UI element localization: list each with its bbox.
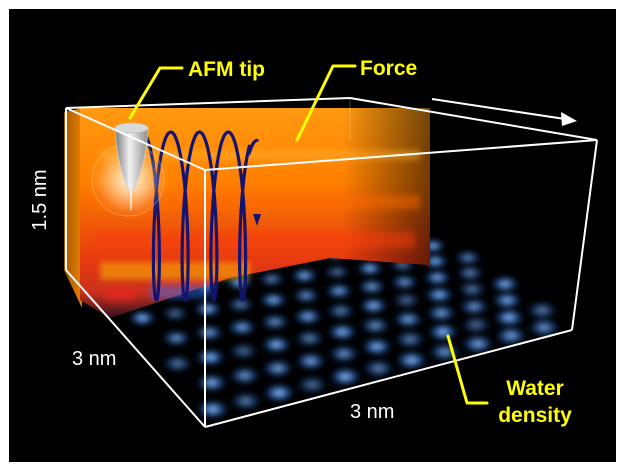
water-density-blob [526,300,559,320]
force-map-side-slab [64,108,82,308]
water-density-blob [325,302,356,320]
water-density-blob [195,373,228,393]
water-density-blob [494,325,528,346]
water-density-blob [290,267,319,284]
water-density-blob [194,348,227,367]
water-density-blob [391,291,422,309]
box-outline [65,97,598,428]
water-density-blob [461,334,495,354]
water-density-blob [425,304,457,322]
water-density-blob [393,329,427,349]
water-density-blob [454,250,482,266]
scan-direction-arrow-icon [431,98,577,126]
water-density-blob [324,282,354,300]
water-density-blob [160,305,190,322]
force-callout-line [295,64,357,142]
water-density-blob [294,351,327,371]
water-density-blob [460,315,493,335]
water-density-blob [323,264,351,280]
afm-tip-callout-line [128,66,184,120]
water-density-blob [261,358,294,378]
water-density-blob [390,274,419,291]
water-density-blob [194,324,225,342]
water-density-blob [491,291,523,310]
helix-scan-path-icon [140,130,259,302]
water-density-blob [458,297,490,316]
height-dimension-label: 1.5 nm [29,169,51,230]
figure-panel: AFM tip Force Water density 1.5 nm 3 nm … [9,9,616,462]
water-density-blob [422,269,452,286]
water-density-blob [161,329,192,347]
water-density-blob [127,309,157,327]
water-density-blob [424,286,455,304]
water-density-blob [326,323,358,341]
water-density-blob [358,297,389,315]
water-density-blob [292,308,323,325]
water-density-blob [355,260,384,276]
water-density-blob [493,308,526,327]
width-dimension-label: 3 nm [350,401,394,423]
water-density-blob [229,391,263,411]
water-density-blob [328,366,362,387]
afm-tip-label: AFM tip [188,58,265,81]
water-density-blob [357,278,387,295]
water-density-blob [257,271,286,287]
water-label-line1: Water [506,377,564,400]
water-density-blob [259,291,288,309]
water-density-blob [392,310,424,329]
water-density-blob [457,280,488,298]
water-density-blob [327,344,360,364]
water-density-blob [359,316,391,335]
water-density-blob [193,300,223,318]
water-density-blob [360,337,393,356]
water-density-blob [260,335,292,354]
helix-arrowhead-icon [253,214,261,226]
water-density-blob [196,399,230,420]
water-density-blob [227,342,260,360]
force-label: Force [360,57,417,80]
water-density-blob [260,313,290,331]
water-density-blob [394,350,429,371]
water-density-blob [262,383,296,403]
water-density-blob [527,317,561,338]
water-density-blob [228,366,261,385]
water-label-line2: density [498,404,572,427]
water-density-blob [428,342,462,362]
water-density-blob [161,354,194,373]
afm-water-diagram: AFM tip Force Water density 1.5 nm 3 nm … [29,57,598,428]
depth-dimension-label: 3 nm [72,348,116,370]
water-density-blob [293,329,325,348]
water-callout-line [446,334,489,405]
water-density-blob [426,322,460,342]
water-density-blob [291,287,321,304]
water-density-blob [226,296,256,313]
water-density-blob [455,265,485,282]
water-density-blob [227,318,258,336]
water-density-blob [490,275,520,293]
water-density-blob [361,358,396,379]
water-density-blob [295,374,329,395]
